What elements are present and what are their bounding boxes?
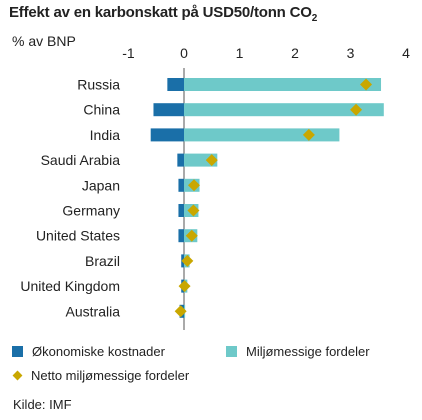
legend-label-costs: Økonomiske kostnader: [32, 344, 165, 359]
legend-marker-net: [12, 370, 23, 381]
x-tick-label: 1: [236, 45, 244, 61]
legend-item-net: Netto miljømessige fordeler: [12, 368, 189, 383]
bar-costs: [178, 204, 184, 217]
marker-net: [187, 204, 200, 217]
bar-costs: [177, 153, 184, 167]
marker-net: [174, 305, 187, 318]
marker-net: [302, 128, 315, 141]
x-tick-label: 2: [291, 45, 299, 61]
category-label: Australia: [66, 303, 121, 319]
chart-subtitle: % av BNP: [12, 33, 76, 49]
category-label: China: [83, 102, 120, 118]
marker-net: [205, 154, 218, 167]
legend-swatch-benefits: [226, 346, 237, 357]
legend-label-net: Netto miljømessige fordeler: [31, 368, 190, 383]
x-tick-label: 0: [180, 45, 188, 61]
bar-costs: [178, 229, 184, 243]
bar-benefits: [184, 128, 340, 142]
bar-costs: [150, 128, 184, 142]
category-label: India: [90, 127, 121, 143]
bar-benefits: [184, 103, 384, 117]
bar-costs: [153, 103, 184, 117]
legend-item-costs: Økonomiske kostnader: [12, 344, 165, 359]
category-label: Brazil: [85, 253, 120, 269]
legend-item-benefits: Miljømessige fordeler: [226, 344, 370, 359]
marker-net: [185, 229, 198, 242]
marker-net: [181, 254, 194, 267]
marker-net: [360, 78, 373, 91]
source-note: Kilde: IMF: [13, 397, 72, 412]
x-tick-label: 3: [347, 45, 355, 61]
category-label: United States: [36, 228, 120, 244]
legend-label-benefits: Miljømessige fordeler: [246, 344, 370, 359]
bar-benefits: [184, 153, 218, 167]
bar-benefits: [184, 78, 382, 91]
bar-costs: [167, 78, 184, 91]
x-tick-label: 4: [402, 45, 410, 61]
marker-net: [350, 103, 363, 116]
bar-costs: [178, 178, 184, 192]
chart-title: Effekt av en karbonskatt på USD50/tonn C…: [9, 4, 318, 24]
category-label: Japan: [82, 177, 120, 193]
legend-swatch-costs: [12, 346, 23, 357]
marker-net: [187, 179, 200, 192]
category-label: United Kingdom: [20, 278, 120, 294]
category-label: Saudi Arabia: [41, 152, 121, 168]
category-label: Russia: [77, 77, 120, 93]
marker-net: [178, 280, 191, 293]
x-tick-label: -1: [122, 45, 135, 61]
category-label: Germany: [62, 203, 120, 219]
